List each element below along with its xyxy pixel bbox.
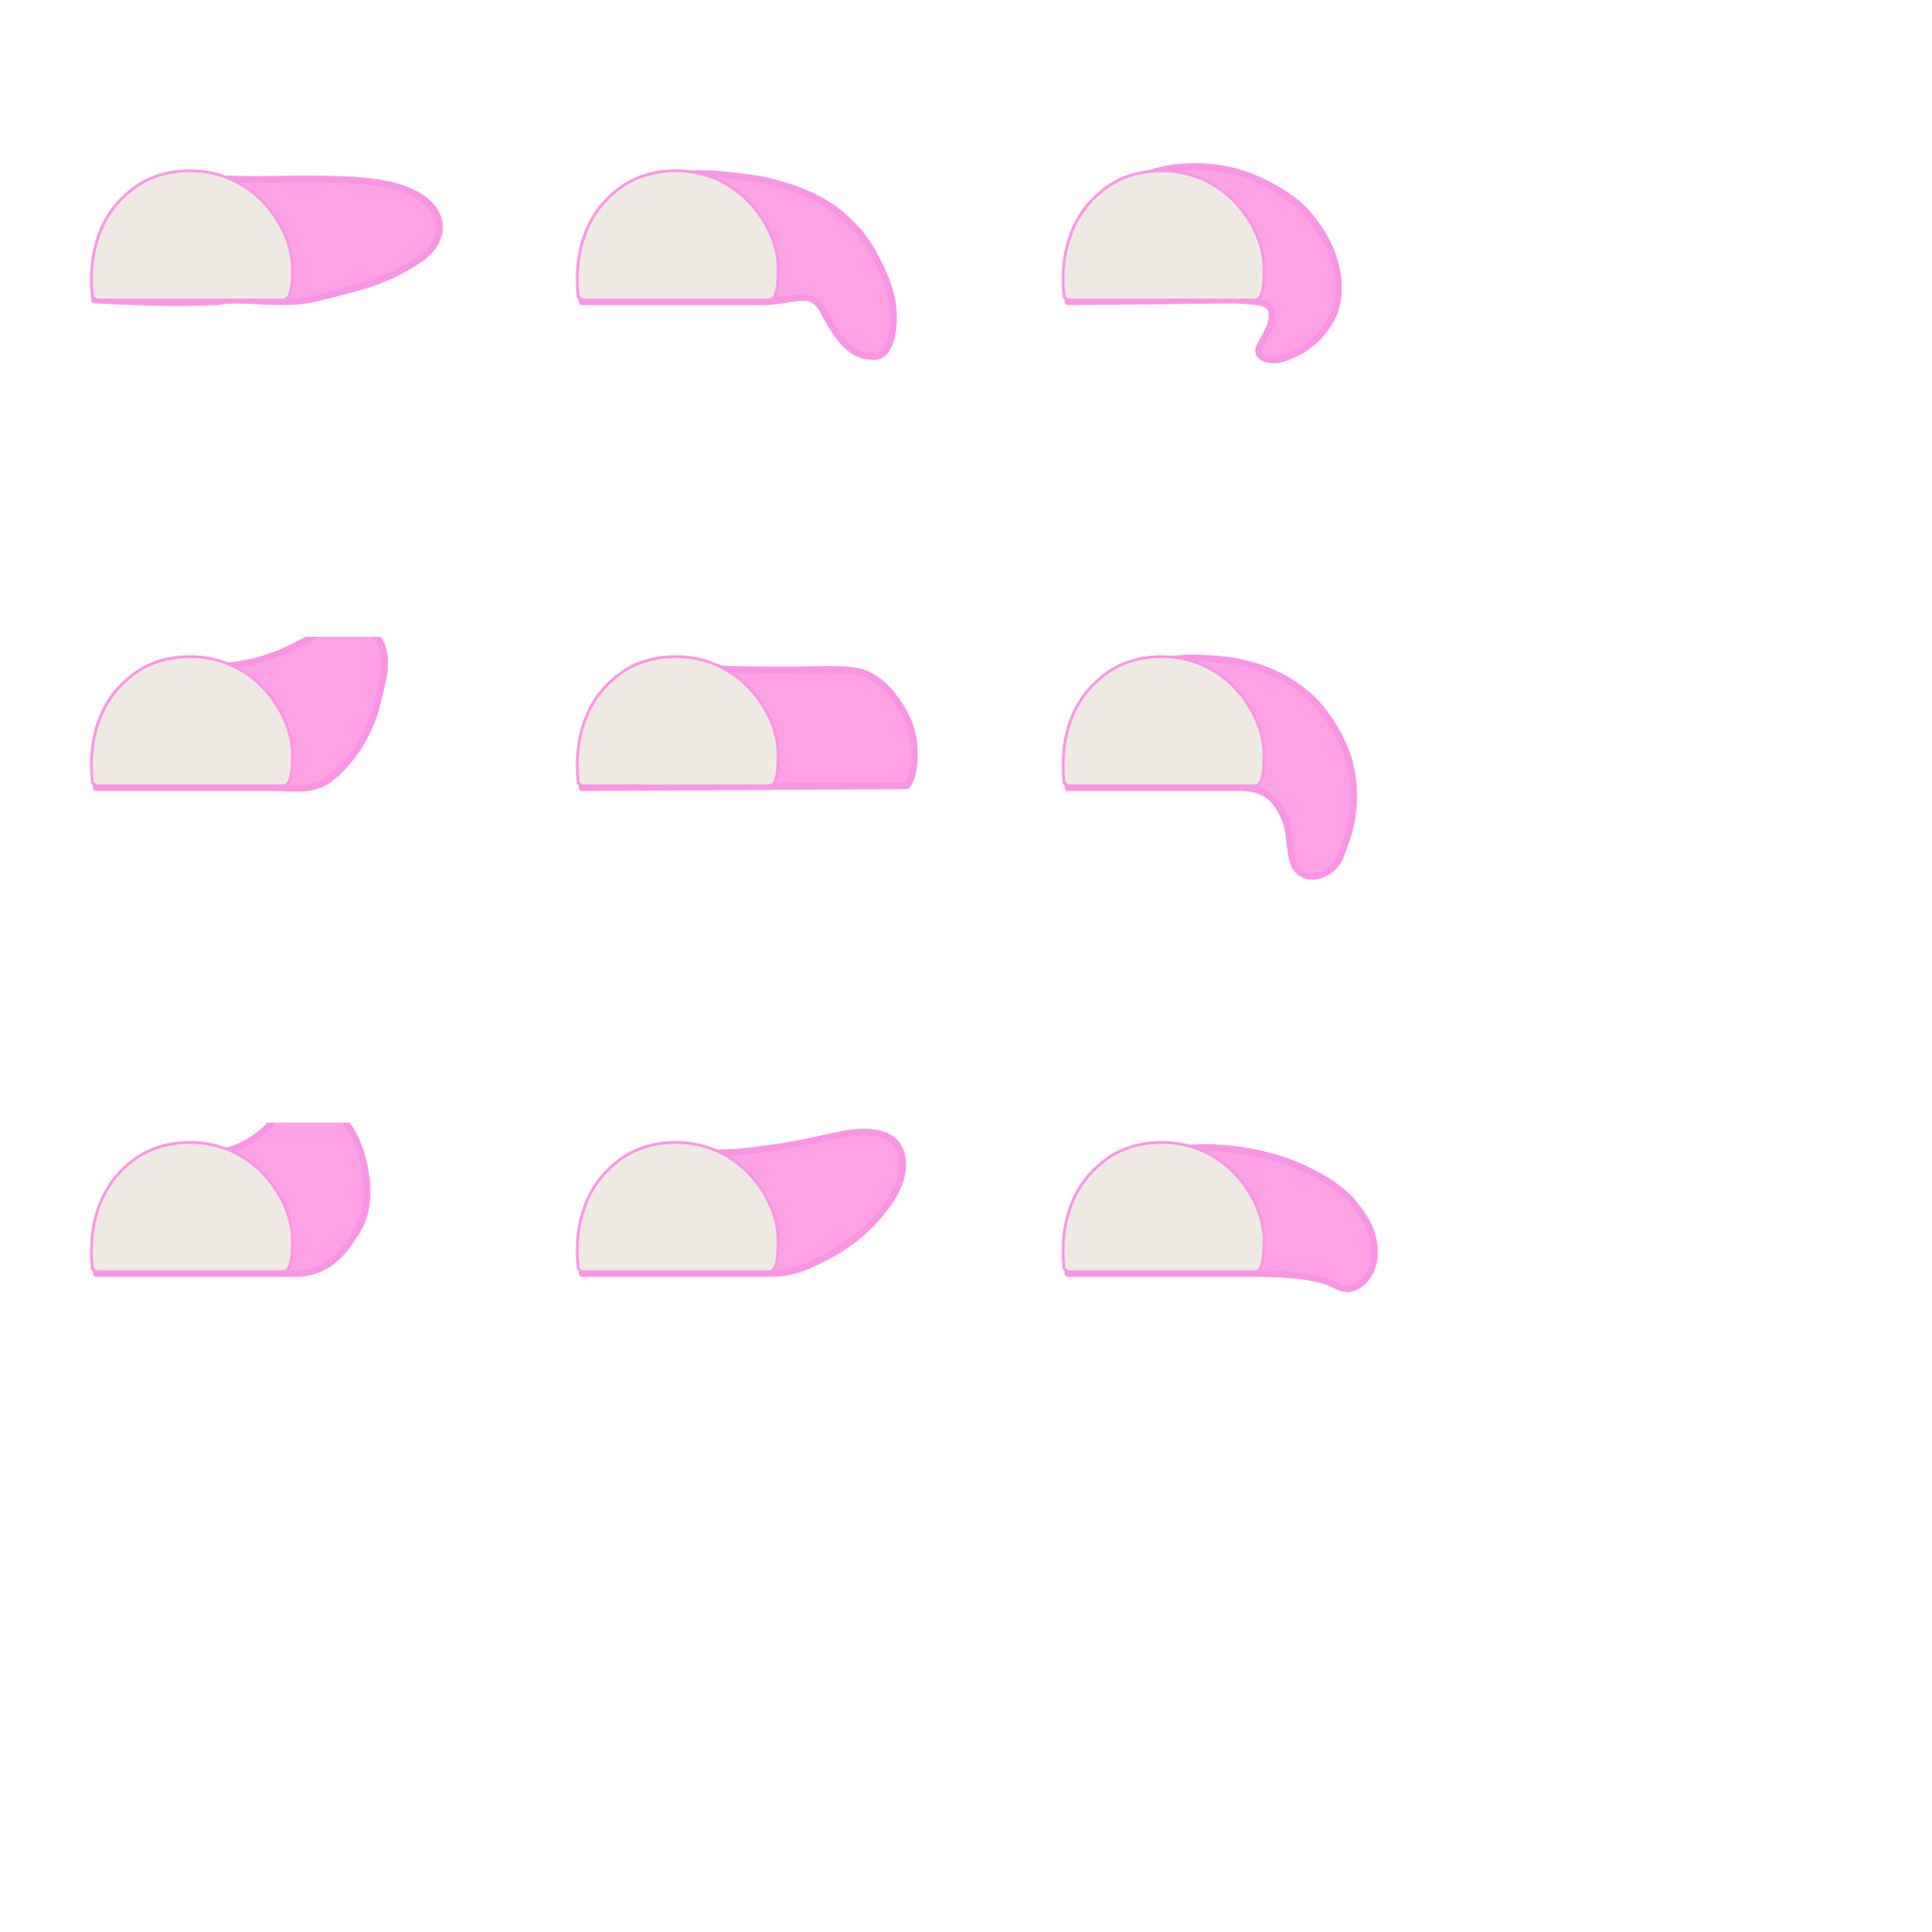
sprite-8 (561, 1123, 1052, 1613)
sprite-3-graphic (1061, 163, 1342, 364)
sprite-9-graphic (1061, 1141, 1378, 1292)
sprite-2 (561, 151, 1052, 641)
sprite-8-graphic (575, 1128, 907, 1277)
sprite-7 (75, 1123, 566, 1613)
sprite-1 (75, 151, 566, 641)
sprite-9 (1047, 1123, 1538, 1613)
sprite-2-graphic (575, 169, 897, 360)
sprite-4-graphic (90, 637, 389, 792)
sprite-6 (1047, 637, 1538, 1127)
sprite-5 (561, 637, 1052, 1127)
sprite-4 (75, 637, 566, 1127)
sprite-3 (1047, 151, 1538, 641)
sprite-6-graphic (1061, 654, 1357, 880)
sprite-1-graphic (90, 169, 443, 307)
sprite-5-graphic (575, 655, 918, 791)
sprite-7-graphic (90, 1123, 371, 1277)
